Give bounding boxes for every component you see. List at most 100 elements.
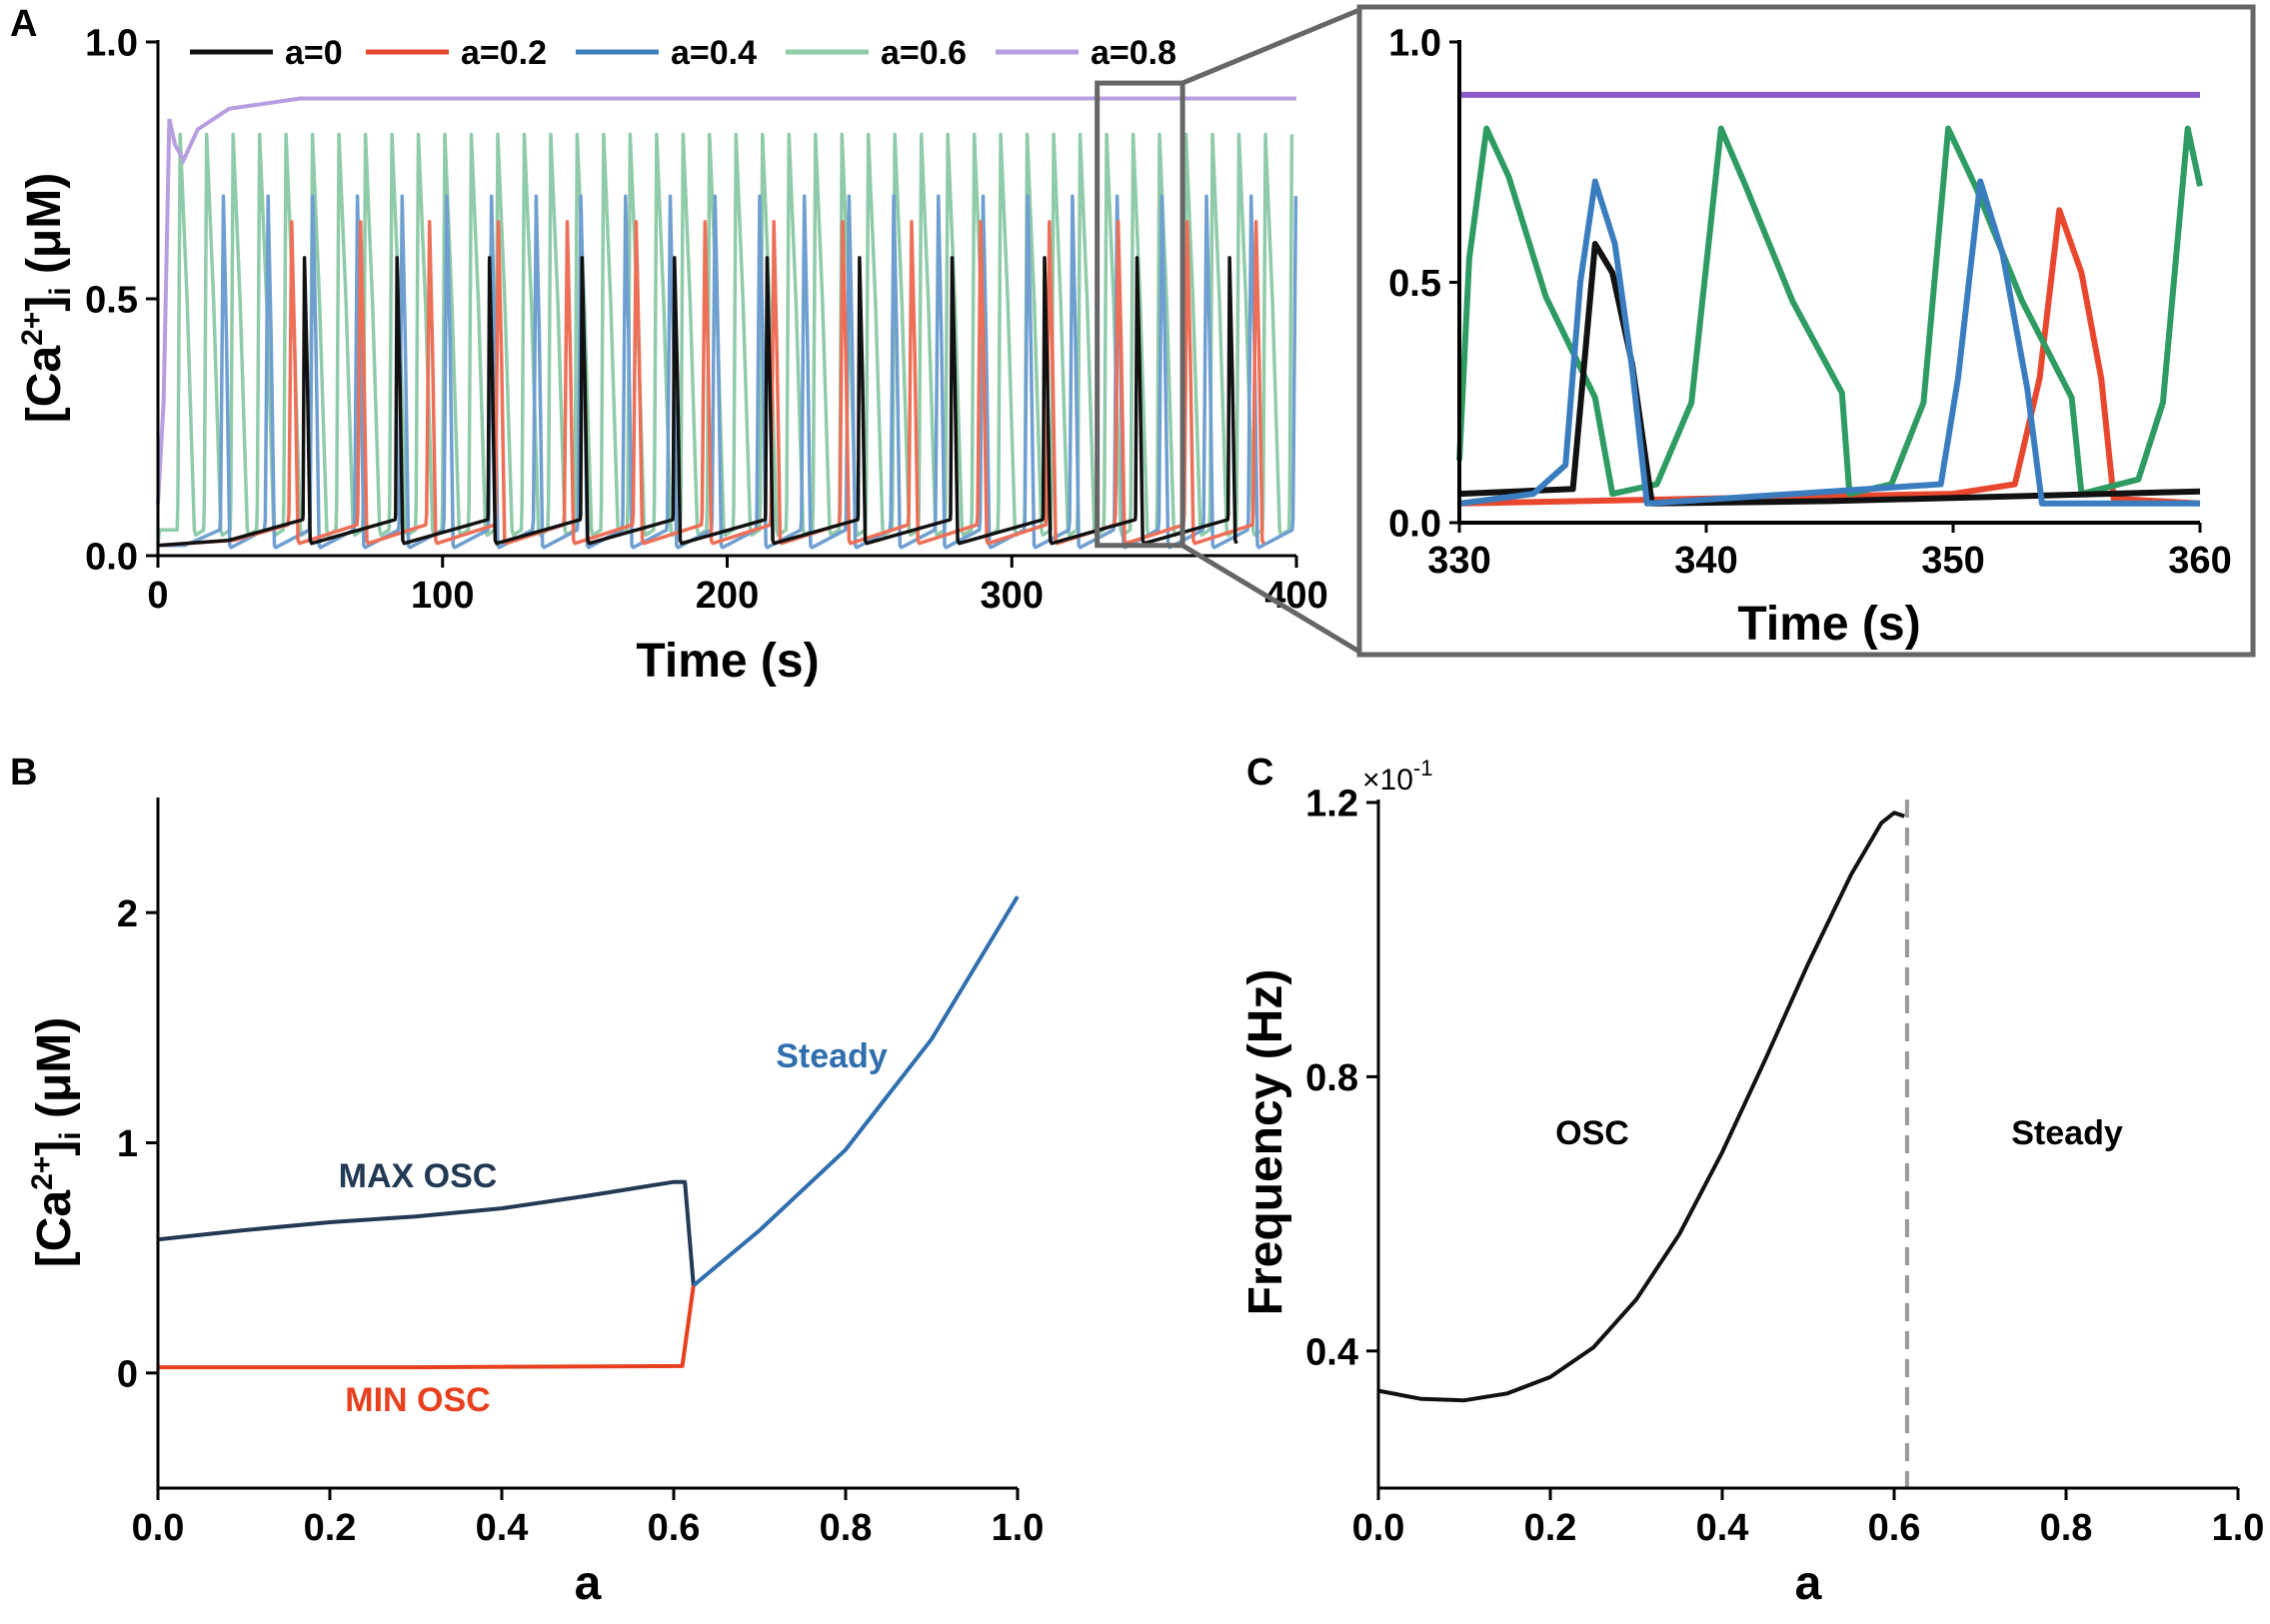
x-tick-label: 0.6 xyxy=(648,1507,701,1549)
annotation-min-osc: MIN OSC xyxy=(345,1381,490,1419)
legend-label-a0: a=0 xyxy=(285,34,343,72)
x-tick-label: 0.4 xyxy=(1696,1507,1749,1549)
legend-item-a0: a=0 xyxy=(190,34,343,72)
y-tick-label: 1 xyxy=(117,1123,138,1165)
panel-label-a: A xyxy=(10,3,37,45)
x-tick-label: 340 xyxy=(1674,540,1737,582)
series-line-a=0.8 xyxy=(156,96,1296,505)
c-y-label: Frequency (Hz) xyxy=(1239,969,1292,1316)
y-tick-label: 0.0 xyxy=(1388,504,1441,546)
panel-c: C 0.0 0.2 0.4 0.6 0.8 1.0 0.4 0.8 1.2 a Frequen… xyxy=(1239,752,2264,1610)
y-tick-label: 0.5 xyxy=(85,280,138,322)
inset-y-ticks: 0.0 0.5 1.0 xyxy=(1388,23,1459,546)
b-series-line-min-osc xyxy=(158,1285,696,1370)
annotation-steady: Steady xyxy=(776,1037,888,1075)
inset-series-line-a=0.2 xyxy=(1458,207,2201,507)
b-x-label: a xyxy=(575,1557,602,1610)
legend-label-a04: a=0.4 xyxy=(671,34,757,72)
b-ylabel-sup: 2+ xyxy=(26,1156,59,1190)
x-tick-label: 200 xyxy=(696,575,759,617)
b-x-ticks: 0.0 0.2 0.4 0.6 0.8 1.0 xyxy=(132,1488,1045,1549)
b-series-line-max-osc xyxy=(157,1179,696,1286)
inset-series-line-a=0.4 xyxy=(1458,178,2200,507)
region-label-osc: OSC xyxy=(1555,1114,1629,1152)
b-y-label: [Ca2+]i (μM) xyxy=(26,1017,87,1268)
series-line-a=0 xyxy=(157,256,1238,548)
x-tick-label: 330 xyxy=(1427,540,1490,582)
a-main-x-label: Time (s) xyxy=(636,635,819,688)
y-tick-label: 0.4 xyxy=(1305,1331,1358,1373)
x-tick-label: 100 xyxy=(411,575,474,617)
annotation-max-osc: MAX OSC xyxy=(339,1157,498,1195)
x-tick-label: 400 xyxy=(1264,575,1327,617)
c-y-ticks: 0.4 0.8 1.2 xyxy=(1305,784,1378,1373)
y-tick-label: 2 xyxy=(117,893,138,935)
c-x-ticks: 0.0 0.2 0.4 0.6 0.8 1.0 xyxy=(1352,1488,2265,1549)
panel-label-b: B xyxy=(10,752,37,794)
b-ylabel-unit: (μM) xyxy=(28,1017,81,1132)
c-multiplier: ×10-1 xyxy=(1362,756,1432,797)
b-y-ticks: 0 1 2 xyxy=(117,893,158,1396)
x-tick-label: 350 xyxy=(1921,540,1984,582)
x-tick-label: 0.2 xyxy=(304,1507,357,1549)
b-series-layer xyxy=(157,894,1020,1370)
a-ylabel-base: [Ca xyxy=(18,346,71,424)
legend-label-a08: a=0.8 xyxy=(1091,34,1176,72)
b-series-line-steady xyxy=(692,894,1020,1287)
x-tick-label: 1.0 xyxy=(992,1507,1045,1549)
y-tick-label: 0 xyxy=(117,1354,138,1396)
zoom-box xyxy=(1095,80,1185,549)
x-tick-label: 0.0 xyxy=(132,1507,185,1549)
c-series-line-frequency xyxy=(1377,811,1905,1403)
panel-label-c: C xyxy=(1246,752,1273,794)
c-x-label: a xyxy=(1795,1557,1822,1610)
legend-item-a08: a=0.8 xyxy=(996,34,1176,72)
inset-x-label: Time (s) xyxy=(1737,598,1920,651)
c-series-layer xyxy=(1377,800,1909,1488)
b-ylabel-base: [Ca xyxy=(28,1190,81,1268)
y-tick-label: 1.0 xyxy=(1388,23,1441,65)
a-legend: a=0 a=0.2 a=0.4 a=0.6 a=0.8 xyxy=(190,34,1176,72)
y-tick-label: 0.8 xyxy=(1305,1057,1358,1099)
x-tick-label: 300 xyxy=(981,575,1044,617)
b-ylabel-sub: i xyxy=(54,1131,87,1139)
b-ylabel-mid: ] xyxy=(28,1140,81,1156)
inset-x-ticks: 330 340 350 360 xyxy=(1427,523,2232,582)
c-multiplier-base: ×10 xyxy=(1362,764,1413,797)
zoom-connector-bottom xyxy=(1180,543,1361,655)
legend-item-a04: a=0.4 xyxy=(576,34,757,72)
a-ylabel-sub: i xyxy=(44,287,77,295)
x-tick-label: 0.0 xyxy=(1352,1507,1405,1549)
panel-b: B 0.0 0.2 0.4 0.6 0.8 1.0 012 a [Ca2+]i (μM) … xyxy=(10,752,1044,1610)
x-tick-label: 0.6 xyxy=(1868,1507,1921,1549)
a-main-series-layer xyxy=(156,96,1298,550)
c-multiplier-exp: -1 xyxy=(1413,756,1433,781)
inset-series-layer xyxy=(1456,91,2203,507)
x-tick-label: 0 xyxy=(147,575,168,617)
series-line-a=0.2 xyxy=(157,220,1265,548)
panel-a-inset: 330 340 350 360 0.0 0.5 1.0 Time (s) xyxy=(1356,4,2256,658)
x-tick-label: 360 xyxy=(2168,540,2231,582)
a-ylabel-mid: ] xyxy=(18,296,71,312)
zoom-connector-top xyxy=(1181,7,1360,86)
y-tick-label: 1.0 xyxy=(85,23,138,65)
legend-label-a06: a=0.6 xyxy=(881,34,967,72)
x-tick-label: 1.0 xyxy=(2212,1507,2265,1549)
legend-label-a02: a=0.2 xyxy=(461,34,547,72)
x-tick-label: 0.8 xyxy=(2040,1507,2093,1549)
zoom-box-group xyxy=(1095,7,1361,655)
x-tick-label: 0.4 xyxy=(476,1507,529,1549)
inset-frame xyxy=(1356,4,2256,658)
y-tick-label: 0.0 xyxy=(85,537,138,579)
legend-item-a02: a=0.2 xyxy=(366,34,547,72)
x-tick-label: 0.8 xyxy=(820,1507,873,1549)
x-tick-label: 0.2 xyxy=(1524,1507,1577,1549)
a-ylabel-sup: 2+ xyxy=(16,312,49,346)
a-ylabel-unit: (μM) xyxy=(18,173,71,288)
y-tick-label: 0.5 xyxy=(1388,263,1441,305)
panel-a: A 0 100 200 300 400 0.0 0.5 1.0 Time (s) [Ca2+… xyxy=(10,3,1361,688)
y-tick-label: 1.2 xyxy=(1305,784,1358,825)
a-main-y-label: [Ca2+]i (μM) xyxy=(16,173,77,424)
region-label-steady: Steady xyxy=(2011,1114,2123,1152)
